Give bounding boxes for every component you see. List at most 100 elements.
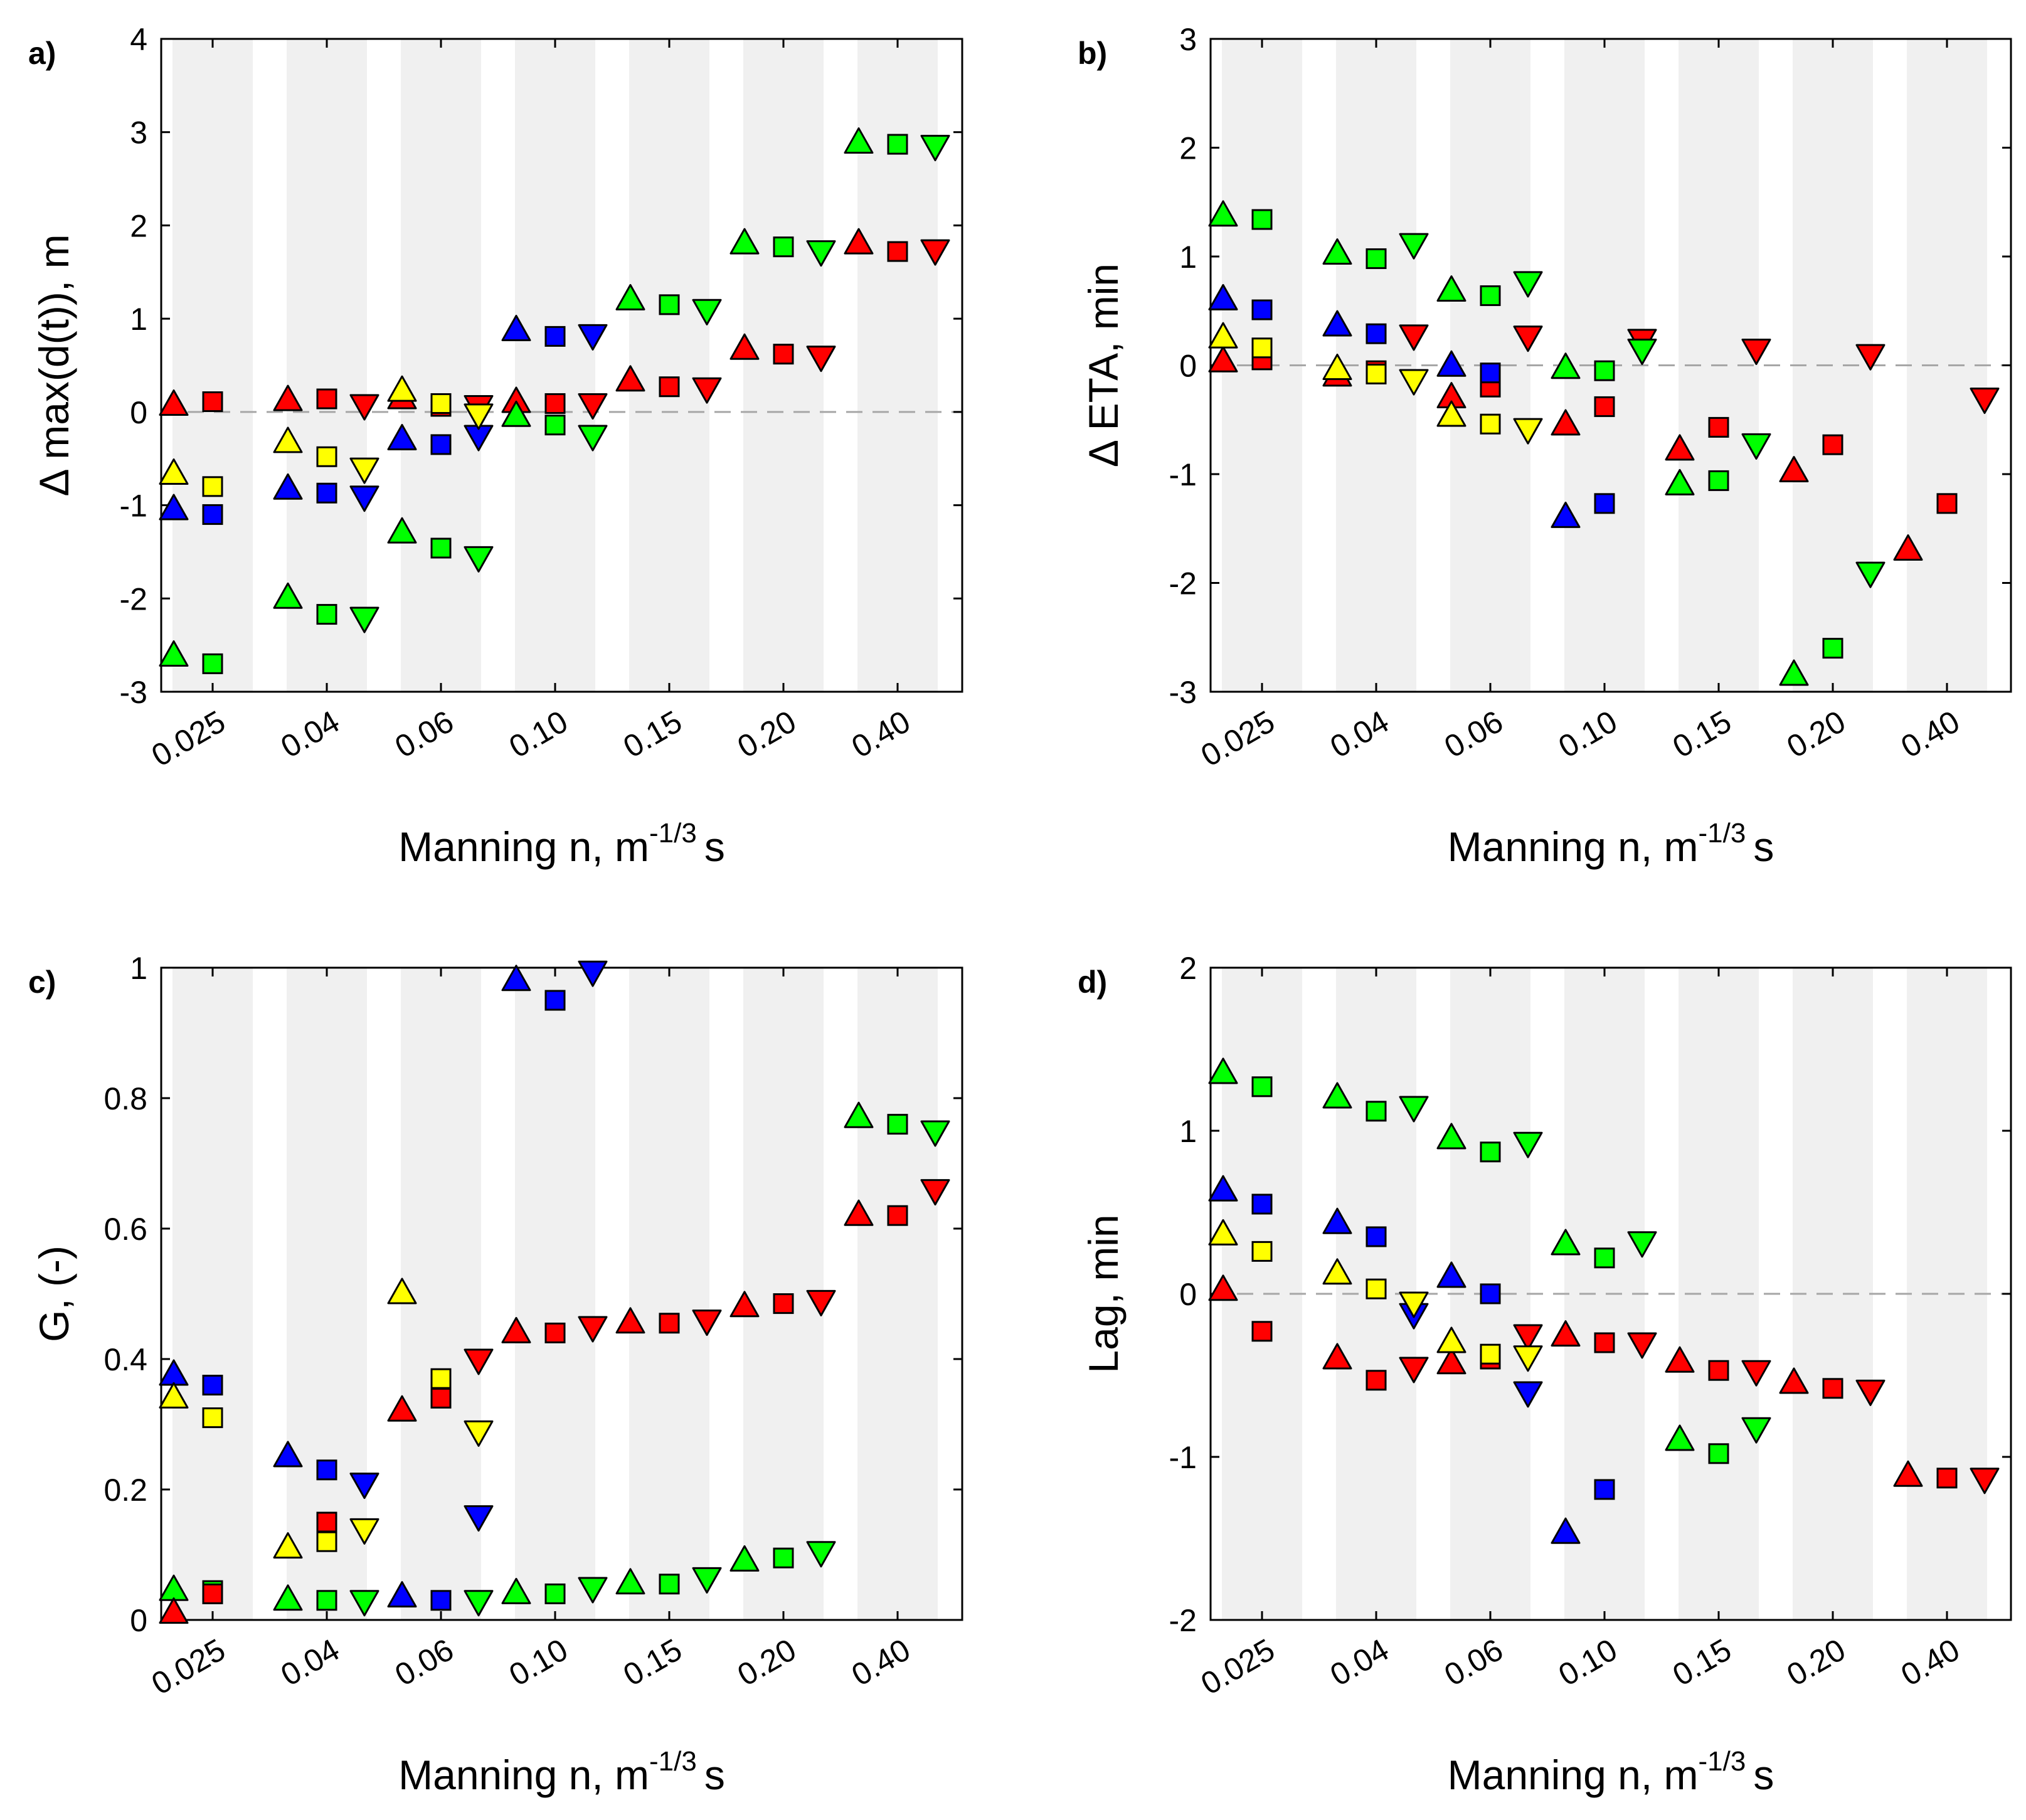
xlabel-main-c: Manning n, m xyxy=(398,1752,649,1798)
axes-a xyxy=(160,38,963,693)
xlabel-sup-c: -1/3 xyxy=(649,1746,697,1777)
marker-b-green-triangle-up-5 xyxy=(1779,659,1809,686)
band-c-1 xyxy=(287,968,367,1620)
marker-b-yellow-triangle-down-1 xyxy=(1399,369,1429,396)
marker-c-red-square-5 xyxy=(773,1293,794,1315)
band-c-4 xyxy=(629,968,709,1620)
xlabel-c: Manning n, m-1/3 s xyxy=(398,1746,725,1798)
marker-d-yellow-triangle-up-0 xyxy=(1208,1219,1238,1246)
xlabel-sup-b: -1/3 xyxy=(1699,818,1746,849)
marker-a-red-triangle-down-4 xyxy=(692,377,722,404)
marker-d-red-square-4 xyxy=(1708,1360,1729,1381)
marker-b-red-triangle-down-1 xyxy=(1399,324,1429,351)
marker-b-blue-triangle-up-2 xyxy=(1436,350,1466,377)
marker-b-blue-triangle-up-3 xyxy=(1551,501,1581,528)
ytick-label-b-3: 0 xyxy=(1179,349,1197,384)
xtick-label-d-5: 0.20 xyxy=(1781,1632,1851,1693)
marker-d-green-square-4 xyxy=(1708,1443,1729,1464)
marker-a-red-square-1 xyxy=(316,388,337,410)
marker-d-green-square-1 xyxy=(1366,1101,1387,1122)
panel-label-b: b) xyxy=(1078,36,1107,71)
marker-d-blue-triangle-up-3 xyxy=(1551,1517,1581,1544)
marker-b-red-triangle-up-5 xyxy=(1779,456,1809,483)
marker-c-blue-square-2 xyxy=(430,1590,452,1611)
marker-d-green-triangle-up-3 xyxy=(1551,1229,1581,1256)
marker-c-blue-triangle-down-1 xyxy=(349,1473,379,1500)
marker-d-yellow-square-1 xyxy=(1366,1278,1387,1299)
marker-a-red-triangle-up-5 xyxy=(729,333,760,360)
ytick-label-c-3: 0.6 xyxy=(103,1212,147,1247)
ytick-label-c-5: 1 xyxy=(130,951,147,986)
marker-d-yellow-triangle-up-2 xyxy=(1436,1326,1466,1353)
marker-b-green-square-3 xyxy=(1594,360,1615,381)
ytick-label-b-2: -1 xyxy=(1169,457,1197,492)
marker-a-green-triangle-up-5 xyxy=(729,228,760,255)
marker-a-red-triangle-up-1 xyxy=(273,384,303,411)
marker-d-red-triangle-up-1 xyxy=(1322,1343,1352,1370)
marker-d-red-triangle-up-2 xyxy=(1436,1348,1466,1375)
marker-c-yellow-square-2 xyxy=(430,1368,452,1389)
marker-b-green-triangle-up-3 xyxy=(1551,352,1581,379)
marker-a-green-triangle-down-5 xyxy=(806,240,836,267)
panel-b: -3 -2 -1 0 1 2 3 0.025 0.04 0.06 0.10 0.15 0.20 0.40 b… xyxy=(1078,22,2012,870)
marker-b-yellow-square-2 xyxy=(1480,413,1501,435)
marker-d-green-triangle-up-0 xyxy=(1208,1057,1238,1084)
marker-b-green-triangle-up-2 xyxy=(1436,275,1466,302)
marker-c-green-triangle-down-5 xyxy=(806,1541,836,1568)
marker-c-green-triangle-down-6 xyxy=(920,1120,950,1147)
marker-b-red-triangle-up-4 xyxy=(1665,434,1695,461)
marker-b-red-triangle-down-4 xyxy=(1741,338,1771,365)
marker-a-red-triangle-up-6 xyxy=(844,228,874,255)
marker-c-yellow-square-0 xyxy=(202,1407,223,1429)
marker-d-yellow-triangle-down-2 xyxy=(1513,1345,1543,1372)
xlabel-main-d: Manning n, m xyxy=(1448,1752,1699,1798)
band-c-6 xyxy=(857,968,938,1620)
marker-d-green-triangle-down-3 xyxy=(1627,1231,1657,1258)
marker-d-red-square-6 xyxy=(1936,1468,1958,1489)
panel-c: 0 0.2 0.4 0.6 0.8 1 0.025 0.04 0.06 0.10 0.15 0.20 0… xyxy=(28,951,963,1798)
xtick-label-a-3: 0.10 xyxy=(503,704,573,765)
xtick-label-b-0: 0.025 xyxy=(1195,704,1280,773)
marker-d-green-triangle-down-2 xyxy=(1513,1131,1543,1158)
ytick-label-a-0: -3 xyxy=(120,675,147,710)
marker-c-blue-triangle-down-2 xyxy=(464,1505,494,1532)
marker-a-green-triangle-down-2 xyxy=(464,546,494,573)
marker-b-blue-triangle-up-0 xyxy=(1208,283,1238,310)
marker-d-blue-triangle-down-2 xyxy=(1513,1381,1543,1408)
ytick-label-d-4: 2 xyxy=(1179,951,1197,986)
marker-b-blue-square-2 xyxy=(1480,362,1501,384)
marker-c-green-triangle-down-3 xyxy=(578,1577,608,1604)
marker-b-green-triangle-down-2 xyxy=(1513,271,1543,298)
xlabel-unit-c: s xyxy=(704,1752,725,1798)
marker-d-red-triangle-up-5 xyxy=(1779,1367,1809,1394)
marker-a-green-square-3 xyxy=(544,415,566,436)
ylabel-d: Lag, min xyxy=(1080,1214,1127,1373)
marker-c-red-triangle-down-4 xyxy=(692,1309,722,1336)
marker-b-red-triangle-up-0 xyxy=(1208,346,1238,373)
marker-d-red-triangle-down-2 xyxy=(1513,1324,1543,1351)
marker-d-green-square-2 xyxy=(1480,1141,1501,1163)
marker-c-blue-triangle-up-3 xyxy=(501,965,531,992)
marker-c-green-square-3 xyxy=(544,1583,566,1604)
marker-b-red-triangle-down-6 xyxy=(1970,388,2000,415)
marker-a-yellow-triangle-up-0 xyxy=(159,458,189,485)
xtick-label-b-5: 0.20 xyxy=(1781,704,1851,765)
xtick-label-c-1: 0.04 xyxy=(275,1632,345,1693)
band-a-4 xyxy=(629,39,709,692)
ylabel-a: Δ max(d(t)), m xyxy=(31,234,77,496)
marker-c-red-square-6 xyxy=(887,1205,908,1226)
ytick-label-a-6: 3 xyxy=(130,115,147,151)
marker-b-red-square-6 xyxy=(1936,493,1958,514)
xtick-label-b-6: 0.40 xyxy=(1895,704,1965,765)
marker-c-green-square-1 xyxy=(316,1590,337,1611)
band-d-6 xyxy=(1907,968,1987,1620)
panel-label-d: d) xyxy=(1078,965,1107,1000)
xtick-label-d-2: 0.06 xyxy=(1438,1632,1509,1693)
marker-c-blue-square-3 xyxy=(544,990,566,1011)
xtick-label-c-5: 0.20 xyxy=(731,1632,802,1693)
panel-d: -2 -1 0 1 2 0.025 0.04 0.06 0.10 0.15 0.20 0.40 d) La… xyxy=(1078,951,2012,1798)
marker-b-green-triangle-down-3 xyxy=(1627,338,1657,365)
marker-a-yellow-triangle-down-1 xyxy=(349,457,379,484)
marker-a-blue-square-1 xyxy=(316,482,337,504)
